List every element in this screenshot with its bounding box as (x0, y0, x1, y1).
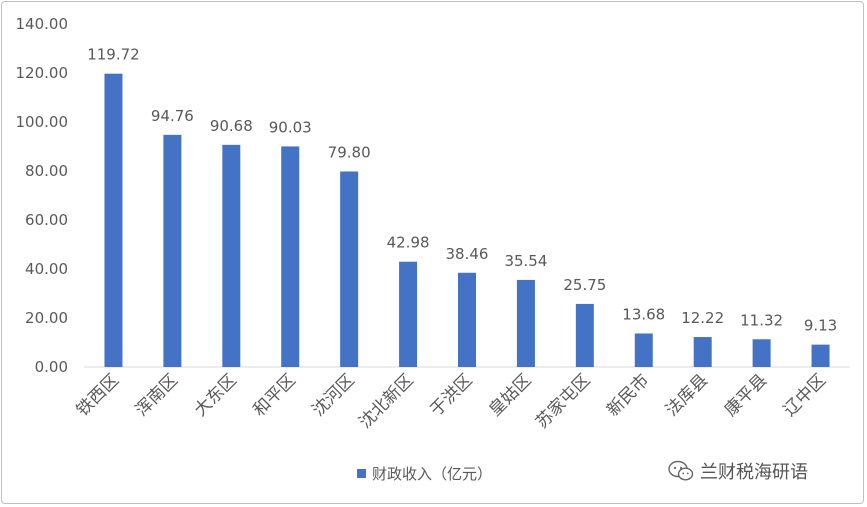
data-label: 25.75 (563, 276, 606, 294)
bar (516, 279, 535, 367)
x-tick-label: 大东区 (191, 370, 241, 420)
x-tick-label: 浑南区 (132, 370, 182, 420)
watermark: 兰财税海研语 (668, 458, 808, 484)
x-tick-label: 和平区 (250, 370, 300, 420)
bar (222, 144, 241, 367)
bar (281, 146, 300, 367)
data-label: 94.76 (151, 107, 194, 125)
data-label: 12.22 (681, 309, 724, 327)
y-tick-label: 40.00 (25, 260, 68, 278)
bar (811, 344, 830, 367)
y-tick-label: 140.00 (16, 15, 69, 33)
bar (340, 171, 359, 367)
x-tick-label: 于洪区 (426, 370, 476, 420)
bar (104, 73, 123, 367)
x-tick-label: 辽中区 (780, 370, 830, 420)
data-label: 13.68 (622, 305, 665, 323)
bar (399, 261, 418, 367)
x-tick-label: 新民市 (603, 370, 653, 420)
bar (634, 333, 653, 367)
legend-label: 财政收入（亿元） (372, 465, 493, 483)
legend-swatch (357, 469, 366, 478)
x-tick-label: 沈北新区 (355, 370, 417, 432)
y-tick-label: 100.00 (16, 113, 69, 131)
y-tick-label: 0.00 (35, 358, 68, 376)
data-label: 42.98 (387, 234, 430, 252)
legend: 财政收入（亿元） (357, 463, 492, 484)
x-tick-label: 康平县 (721, 370, 771, 420)
data-label: 38.46 (446, 245, 489, 263)
watermark-text: 兰财税海研语 (700, 462, 808, 483)
y-tick-label: 60.00 (25, 211, 68, 229)
data-label: 11.32 (740, 311, 783, 329)
x-tick-label: 铁西区 (73, 370, 123, 420)
y-tick-label: 80.00 (25, 162, 68, 180)
wechat-icon (668, 460, 694, 481)
data-label: 90.03 (269, 118, 312, 136)
y-tick-label: 20.00 (25, 309, 68, 327)
y-tick-label: 120.00 (16, 64, 69, 82)
data-label: 79.80 (328, 143, 371, 161)
data-label: 119.72 (87, 46, 140, 64)
x-tick-label: 皇姑区 (485, 370, 535, 420)
bar (752, 339, 771, 367)
bar (163, 134, 182, 367)
x-tick-label: 沈河区 (308, 370, 358, 420)
bar (575, 303, 594, 367)
x-tick-label: 法库县 (662, 370, 712, 420)
x-tick-label: 苏家屯区 (532, 370, 594, 432)
data-label: 35.54 (504, 252, 547, 270)
data-label: 9.13 (804, 317, 837, 335)
bar (693, 337, 712, 367)
bar (458, 272, 476, 367)
data-label: 90.68 (210, 117, 253, 135)
